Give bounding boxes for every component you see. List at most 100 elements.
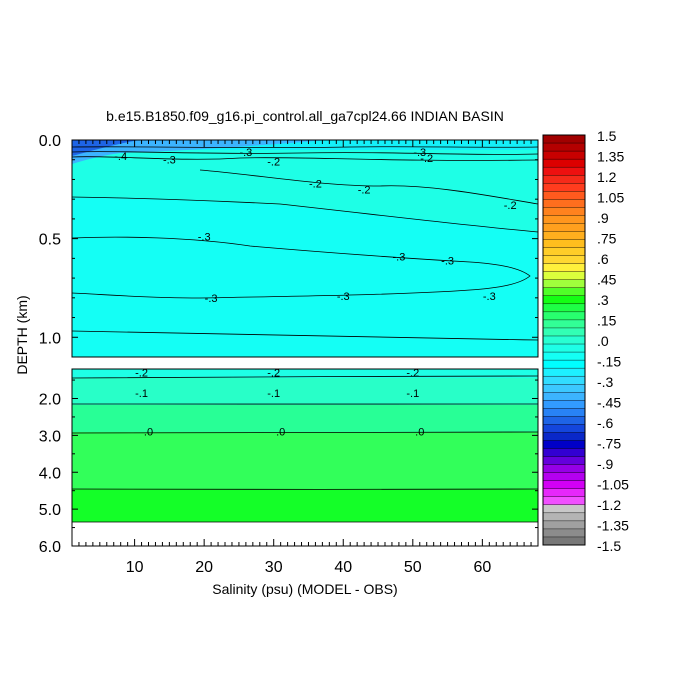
colorbar-swatch — [542, 263, 586, 273]
lower-panel-frame — [71, 368, 539, 547]
contour-label: -.2 — [406, 368, 419, 380]
contour-label: -.3 — [337, 291, 350, 303]
below-bottom-mask — [72, 522, 538, 546]
contour-label: -.2 — [504, 200, 517, 212]
contour-label: -.1 — [267, 388, 280, 400]
contour-label: -.2 — [309, 178, 322, 190]
colorbar-label: -1.35 — [597, 518, 629, 534]
lower-y-axis: 2.0 3.0 4.0 5.0 6.0 — [39, 379, 538, 556]
x-axis: 10 20 30 40 50 60 — [78, 140, 539, 576]
contour-label: -.2 — [267, 368, 280, 380]
colorbar-swatch — [542, 359, 586, 369]
colorbar-labels: 1.5 1.35 1.2 1.05 .9 .75 .6 .45 .3 .15 .0 -.15 -.3 -.… — [597, 128, 629, 554]
colorbar-swatch — [542, 303, 586, 313]
colorbar-swatch — [542, 424, 586, 433]
contour-label: -.4 — [114, 151, 127, 163]
colorbar-label: 1.35 — [597, 149, 624, 165]
contour-line — [71, 236, 531, 299]
x-axis-label: Salinity (psu) (MODEL - OBS) — [212, 581, 397, 597]
contour-line — [71, 403, 539, 405]
upper-panel: -.4 -.3-.3-.2-.3-.2-.2 -.2-.2-.3-.3 -.3-.3-… — [39, 133, 539, 358]
colorbar-label: .45 — [597, 272, 617, 288]
y-axis-label: DEPTH (km) — [14, 295, 30, 374]
lower-panel-contours — [71, 375, 539, 523]
contour-label: -.2 — [358, 184, 371, 196]
colorbar-swatch — [542, 416, 586, 425]
colorbar-label: -.15 — [597, 354, 621, 370]
contour-label: .0 — [276, 427, 285, 439]
colorbar-label: 1.5 — [597, 128, 617, 144]
contour-label: -.3 — [163, 155, 176, 167]
colorbar-swatch — [542, 134, 586, 144]
fill-region-surface-dark — [72, 140, 140, 156]
colorbar-swatch — [542, 158, 586, 168]
colorbar-label: .9 — [597, 210, 609, 226]
contour-label: .0 — [415, 427, 424, 439]
colorbar-swatch — [542, 287, 586, 297]
colorbar-swatch — [542, 191, 586, 200]
colorbar-label: -.75 — [597, 436, 621, 452]
x-tick-label: 30 — [265, 559, 283, 576]
colorbar-swatch — [542, 199, 586, 208]
contour-label: -.3 — [205, 293, 218, 305]
colorbar-label: -.45 — [597, 395, 621, 411]
y-tick-label: 5.0 — [39, 502, 61, 519]
contour-line — [71, 156, 539, 161]
y-tick-label: 3.0 — [39, 428, 61, 445]
colorbar-swatch — [542, 464, 586, 474]
fill-region-aqua-patch — [300, 170, 380, 184]
colorbar-swatch — [542, 271, 586, 281]
colorbar-label: 1.2 — [597, 169, 617, 185]
colorbar-swatch — [542, 166, 586, 176]
colorbar-swatch — [542, 480, 586, 490]
contour-label: -.1 — [406, 388, 419, 400]
x-tick-label: 10 — [126, 559, 144, 576]
colorbar-swatch — [542, 239, 586, 249]
contour-label: .0 — [144, 427, 153, 439]
colorbar-swatch — [542, 392, 586, 401]
contour-line — [71, 375, 539, 379]
colorbar-swatch — [542, 512, 586, 522]
contour-label: -.2 — [135, 368, 148, 380]
colorbar-swatch — [542, 351, 586, 361]
colorbar-label: -.9 — [597, 456, 614, 472]
colorbar-label: .6 — [597, 251, 609, 267]
colorbar-swatch — [542, 279, 586, 289]
colorbar-swatch — [542, 400, 586, 409]
fill-region-aqua-lower — [72, 369, 538, 378]
contour-label: -.1 — [135, 388, 148, 400]
colorbar-label: .75 — [597, 231, 617, 247]
colorbar-label: 1.05 — [597, 190, 624, 206]
fill-region-surface-mid — [72, 140, 330, 164]
colorbar-swatch — [542, 496, 586, 506]
y-tick-label: 0.5 — [39, 232, 61, 249]
y-tick-label: 2.0 — [39, 392, 61, 409]
contour-line — [71, 151, 539, 155]
colorbar-swatch — [542, 311, 586, 321]
upper-panel-frame — [71, 139, 539, 358]
colorbar-swatch — [542, 520, 586, 530]
upper-panel-contours — [71, 146, 539, 341]
colorbar-swatch — [542, 215, 586, 224]
upper-panel-contour-labels: -.4 -.3-.3-.2-.3-.2-.2 -.2-.2-.3-.3 -.3-.3-… — [114, 147, 516, 305]
colorbar-swatch — [542, 295, 586, 305]
colorbar-swatch — [542, 223, 586, 232]
colorbar-swatch — [542, 504, 586, 514]
contour-line — [71, 431, 539, 434]
x-tick-label: 40 — [334, 559, 352, 576]
colorbar-label: .3 — [597, 292, 609, 308]
y-tick-label: 6.0 — [39, 539, 61, 556]
y-tick-label: 1.0 — [39, 330, 61, 347]
lower-panel-fills — [72, 369, 538, 546]
colorbar-swatch — [542, 327, 586, 337]
colorbar-frame — [542, 134, 586, 546]
x-tick-label: 50 — [404, 559, 422, 576]
colorbar-swatch — [542, 375, 586, 385]
colorbar-swatch — [542, 183, 586, 192]
contour-line — [199, 169, 539, 205]
colorbar-label: .15 — [597, 313, 617, 329]
colorbar-swatch — [542, 488, 586, 498]
colorbar-label: -.6 — [597, 415, 614, 431]
colorbar-swatch — [542, 174, 586, 184]
